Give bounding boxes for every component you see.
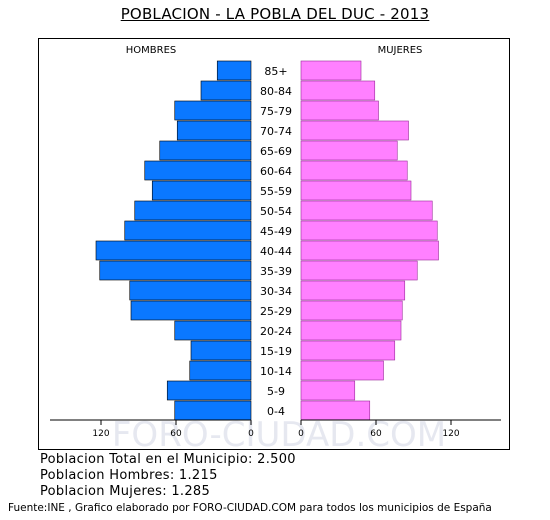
watermark: FORO-CIUDAD.COM (112, 415, 446, 451)
age-group-label: 85+ (264, 65, 287, 78)
bar-hombres-85+ (216, 60, 252, 81)
age-group-label: 10-14 (260, 365, 292, 378)
legend-mujeres: MUJERES (378, 45, 423, 56)
x-tick-label: 60 (170, 429, 182, 439)
age-group-label: 40-44 (260, 245, 292, 258)
bar-mujeres-50-54 (300, 200, 433, 221)
age-group-label: 15-19 (260, 345, 292, 358)
age-group-label: 30-34 (260, 285, 292, 298)
bar-mujeres-5-9 (300, 380, 356, 401)
male-population: Poblacion Hombres: 1.215 (40, 468, 218, 483)
bar-hombres-55-59 (151, 180, 252, 201)
bar-mujeres-25-29 (300, 300, 403, 321)
age-group-label: 60-64 (260, 165, 292, 178)
female-population: Poblacion Mujeres: 1.285 (40, 484, 211, 499)
bar-hombres-20-24 (174, 320, 252, 341)
x-tick-label: 0 (248, 429, 254, 439)
age-group-label: 5-9 (267, 385, 285, 398)
bar-hombres-15-19 (190, 340, 252, 361)
bar-mujeres-65-69 (300, 140, 398, 161)
bar-mujeres-80-84 (300, 80, 376, 101)
bar-mujeres-40-44 (300, 240, 439, 261)
x-tick-label: 120 (92, 429, 109, 439)
x-tick-label: 120 (442, 429, 459, 439)
bar-hombres-0-4 (174, 400, 252, 421)
bar-mujeres-85+ (300, 60, 362, 81)
age-group-label: 65-69 (260, 145, 292, 158)
age-group-label: 50-54 (260, 205, 292, 218)
total-population: Poblacion Total en el Municipio: 2.500 (40, 452, 296, 467)
bar-mujeres-45-49 (300, 220, 438, 241)
bar-mujeres-75-79 (300, 100, 379, 121)
bar-hombres-65-69 (159, 140, 252, 161)
age-group-label: 0-4 (267, 405, 285, 418)
chart-title: POBLACION - LA POBLA DEL DUC - 2013 (120, 5, 430, 23)
bar-mujeres-35-39 (300, 260, 418, 281)
bar-hombres-45-49 (124, 220, 252, 241)
age-group-label: 20-24 (260, 325, 292, 338)
bar-hombres-70-74 (176, 120, 252, 141)
bar-hombres-50-54 (134, 200, 252, 221)
bar-mujeres-30-34 (300, 280, 406, 301)
population-pyramid: FORO-CIUDAD.COM HOMBRES MUJERES 85+ 80-84… (50, 45, 501, 451)
age-group-label: 55-59 (260, 185, 292, 198)
bar-hombres-60-64 (144, 160, 252, 181)
x-tick-label: 60 (370, 429, 382, 439)
source-footer: Fuente:INE , Grafico elaborado por FORO-… (8, 502, 492, 514)
bar-hombres-40-44 (95, 240, 252, 261)
bar-hombres-35-39 (99, 260, 252, 281)
bar-mujeres-70-74 (300, 120, 409, 141)
bar-mujeres-60-64 (300, 160, 408, 181)
bar-mujeres-0-4 (300, 400, 371, 421)
legend-hombres: HOMBRES (126, 45, 177, 56)
chart-frame: FORO-CIUDAD.COM HOMBRES MUJERES 85+ 80-84… (38, 38, 510, 451)
bar-mujeres-55-59 (300, 180, 412, 201)
bar-mujeres-15-19 (300, 340, 396, 361)
bar-hombres-25-29 (130, 300, 252, 321)
age-group-label: 70-74 (260, 125, 292, 138)
age-group-label: 80-84 (260, 85, 292, 98)
bar-hombres-5-9 (166, 380, 252, 401)
bar-hombres-75-79 (174, 100, 252, 121)
age-group-label: 75-79 (260, 105, 292, 118)
age-group-label: 35-39 (260, 265, 292, 278)
bar-hombres-10-14 (189, 360, 252, 381)
bar-hombres-80-84 (200, 80, 252, 101)
x-tick-label: 0 (298, 429, 304, 439)
age-group-label: 45-49 (260, 225, 292, 238)
age-group-label: 25-29 (260, 305, 292, 318)
bar-mujeres-10-14 (300, 360, 384, 381)
bar-hombres-30-34 (129, 280, 252, 301)
bar-mujeres-20-24 (300, 320, 402, 341)
